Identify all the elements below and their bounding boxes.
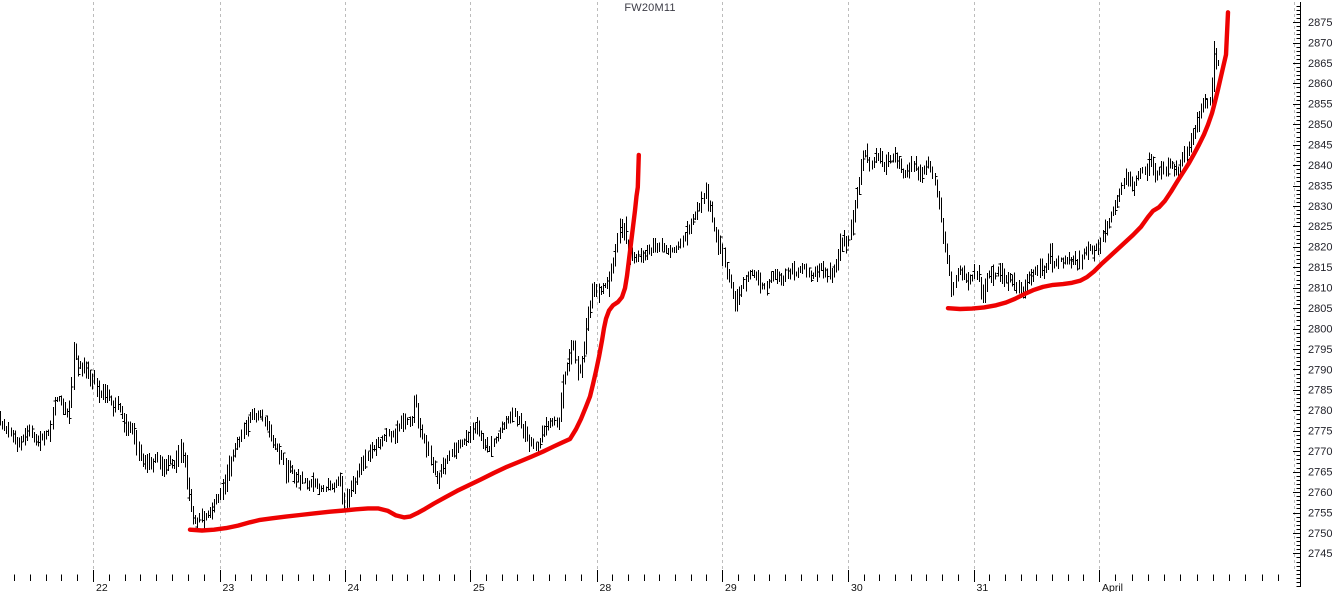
y-axis-label: 2810 — [1308, 283, 1332, 295]
y-axis-label: 2845 — [1308, 140, 1332, 152]
x-axis-ticks — [14, 570, 1279, 582]
y-axis-label: 2840 — [1308, 160, 1332, 172]
y-axis-label: 2785 — [1308, 385, 1332, 397]
x-axis-label: 24 — [348, 582, 360, 592]
x-axis-label: April — [1102, 582, 1123, 592]
y-axis-label: 2745 — [1308, 548, 1332, 560]
y-axis-label: 2835 — [1308, 180, 1332, 192]
x-axis-label: 31 — [977, 582, 989, 592]
y-axis-label: 2755 — [1308, 507, 1332, 519]
y-axis-label: 2825 — [1308, 221, 1332, 233]
price-series-bars — [0, 41, 1220, 532]
trailing-stop-segment-1 — [187, 152, 641, 533]
y-axis-label: 2855 — [1308, 99, 1332, 111]
y-axis-label: 2760 — [1308, 487, 1332, 499]
session-gridlines — [93, 2, 1295, 570]
y-axis — [1293, 2, 1301, 587]
x-axis-label: 22 — [96, 582, 108, 592]
x-axis-label: 28 — [600, 582, 612, 592]
y-axis-label: 2860 — [1308, 78, 1332, 90]
y-axis-label: 2830 — [1308, 201, 1332, 213]
y-axis-label: 2805 — [1308, 303, 1332, 315]
y-axis-label: 2800 — [1308, 323, 1332, 335]
y-axis-label: 2850 — [1308, 119, 1332, 131]
y-axis-label: 2875 — [1308, 17, 1332, 29]
chart-title: FW20M11 — [624, 2, 676, 14]
x-axis-label: 25 — [473, 582, 485, 592]
y-axis-label: 2790 — [1308, 364, 1332, 376]
x-axis-label: 23 — [223, 582, 235, 592]
y-axis-label: 2780 — [1308, 405, 1332, 417]
y-axis-labels: 2745 2750 2755 2760 2765 2770 2775 2780 2785 2790… — [1308, 17, 1332, 560]
y-axis-label: 2820 — [1308, 242, 1332, 254]
x-axis-labels: 22 23 24 25 28 29 30 31 April — [96, 582, 1123, 592]
trailing-stop-segment-2 — [945, 10, 1231, 312]
y-axis-label: 2865 — [1308, 58, 1332, 70]
y-axis-label: 2765 — [1308, 466, 1332, 478]
y-axis-label: 2770 — [1308, 446, 1332, 458]
y-axis-label: 2775 — [1308, 426, 1332, 438]
y-axis-label: 2795 — [1308, 344, 1332, 356]
y-axis-label: 2815 — [1308, 262, 1332, 274]
y-axis-label: 2750 — [1308, 528, 1332, 540]
x-axis-label: 29 — [725, 582, 737, 592]
x-axis-label: 30 — [851, 582, 863, 592]
y-axis-label: 2870 — [1308, 37, 1332, 49]
